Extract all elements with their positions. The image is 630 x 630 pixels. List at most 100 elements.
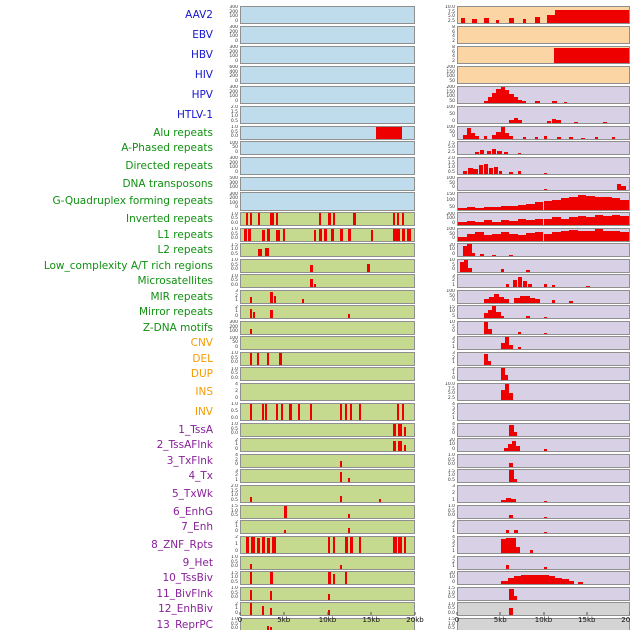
x-tick-mark <box>327 612 328 615</box>
histogram-bar <box>577 231 587 241</box>
histogram-bar <box>620 199 629 210</box>
y-axis-tick-labels-left: 1.0 0.5 0.0 <box>230 586 238 600</box>
column-gap <box>415 65 437 85</box>
track-panel-right <box>457 571 630 586</box>
histogram-bar <box>543 172 547 175</box>
track-panel-left <box>240 438 415 453</box>
track-panel-right <box>457 45 630 65</box>
y-axis-tick-labels-left: 1.0 0.5 0.0 <box>230 227 238 241</box>
histogram-bar <box>483 354 488 365</box>
histogram-bar <box>249 403 252 421</box>
histogram-bar <box>504 152 508 155</box>
track-label: DUP <box>190 368 213 380</box>
histogram-bar <box>270 213 274 226</box>
histogram-bar <box>249 308 252 319</box>
histogram-bar <box>500 219 510 226</box>
histogram-bar <box>324 228 328 241</box>
histogram-bar <box>344 536 349 554</box>
histogram-bar <box>258 213 261 226</box>
histogram-bar <box>492 93 497 104</box>
histogram-bar <box>265 403 268 421</box>
histogram-bar <box>310 265 313 272</box>
column-gap <box>415 105 437 125</box>
histogram-bar <box>327 593 330 600</box>
histogram-bar <box>330 228 334 241</box>
histogram-bar <box>543 316 547 319</box>
column-gap <box>415 5 437 25</box>
track-row-inverted-repeats: Inverted repeats 1.0 0.5 0.0 200 100 0 <box>0 212 630 228</box>
y-axis-tick-labels-right: 20 10 0 <box>449 437 455 452</box>
histogram-bar <box>332 536 336 554</box>
column-gap <box>415 367 437 383</box>
y-axis-tick-labels-left: 2.0 1.5 1.0 0.5 <box>230 484 238 503</box>
histogram-bar <box>463 259 469 272</box>
histogram-bar <box>500 86 506 104</box>
track-panel-left <box>240 484 415 504</box>
histogram-bar <box>504 447 508 452</box>
track-label: 7_Enh <box>181 521 213 533</box>
histogram-bar <box>348 228 351 241</box>
track-panel-left <box>240 382 415 402</box>
histogram-bar <box>621 186 626 190</box>
track-label: 5_TxWk <box>171 487 213 500</box>
track-panel-right <box>457 535 630 555</box>
histogram-bar <box>512 280 517 288</box>
column-gap <box>415 535 437 555</box>
track-panel-left <box>240 105 415 125</box>
histogram-bar <box>466 207 476 210</box>
track-panel-left <box>240 243 415 258</box>
histogram-bar <box>483 313 488 319</box>
histogram-bar <box>358 536 362 554</box>
histogram-bar <box>487 309 493 319</box>
histogram-bar <box>279 352 282 365</box>
track-panel-left <box>240 367 415 382</box>
histogram-bar <box>466 234 476 241</box>
histogram-bar <box>509 136 513 139</box>
track-label: HIV <box>194 68 213 81</box>
histogram-bar <box>284 529 287 534</box>
column-gap <box>415 156 437 176</box>
track-panel-left <box>240 520 415 535</box>
histogram-bar <box>557 137 561 139</box>
histogram-bar <box>398 441 402 452</box>
track-panel-left <box>240 5 415 25</box>
histogram-bar <box>611 214 621 226</box>
y-axis-tick-labels-right: 100 50 0 <box>446 176 455 190</box>
histogram-bar <box>483 18 489 24</box>
track-panel-left <box>240 274 415 289</box>
histogram-bar <box>273 295 277 303</box>
track-panel-left <box>240 25 415 45</box>
track-panel-left <box>240 571 415 586</box>
histogram-bar <box>349 536 353 554</box>
histogram-bar <box>526 315 530 319</box>
histogram-bar <box>500 126 506 139</box>
y-axis-tick-labels-left: 500 300 100 <box>229 176 238 190</box>
track-label: 11_BivFlnk <box>156 587 213 600</box>
y-axis-tick-labels-left: 1.0 0.5 0.0 <box>230 402 238 421</box>
histogram-bar <box>552 217 561 226</box>
track-row-z-dna-motifs: Z-DNA motifs 300 200 100 10 5 0 <box>0 320 630 336</box>
track-panel-right <box>457 141 630 156</box>
histogram-bar <box>603 196 612 210</box>
histogram-bar <box>493 166 499 175</box>
histogram-bar <box>507 444 512 452</box>
track-row-11-bivflnk: 11_BivFlnk 1.0 0.5 0.0 1.5 1.0 0.5 <box>0 586 630 602</box>
histogram-bar <box>495 19 500 24</box>
column-gap <box>415 453 437 469</box>
histogram-bar <box>247 228 251 241</box>
histogram-bar <box>517 234 527 241</box>
track-row-8-znf-rpts: 8_ZNF_Rpts 2 1 0 4 3 2 1 <box>0 535 630 555</box>
column-gap <box>415 192 437 212</box>
track-label: INS <box>195 385 213 398</box>
track-label: INV <box>194 405 213 418</box>
histogram-bar <box>403 427 406 436</box>
track-label: L1 repeats <box>157 228 213 241</box>
histogram-bar <box>517 170 522 175</box>
track-panel-left <box>240 535 415 555</box>
track-row-4-tx: 4_Tx 3 2 1 1.5 1.0 0.5 <box>0 469 630 485</box>
histogram-bar <box>569 300 573 303</box>
histogram-bar <box>500 390 506 401</box>
track-row-3-txflnk: 3_TxFlnk 4 2 0 1.0 0.5 0.0 <box>0 453 630 469</box>
track-panel-left <box>240 176 415 191</box>
